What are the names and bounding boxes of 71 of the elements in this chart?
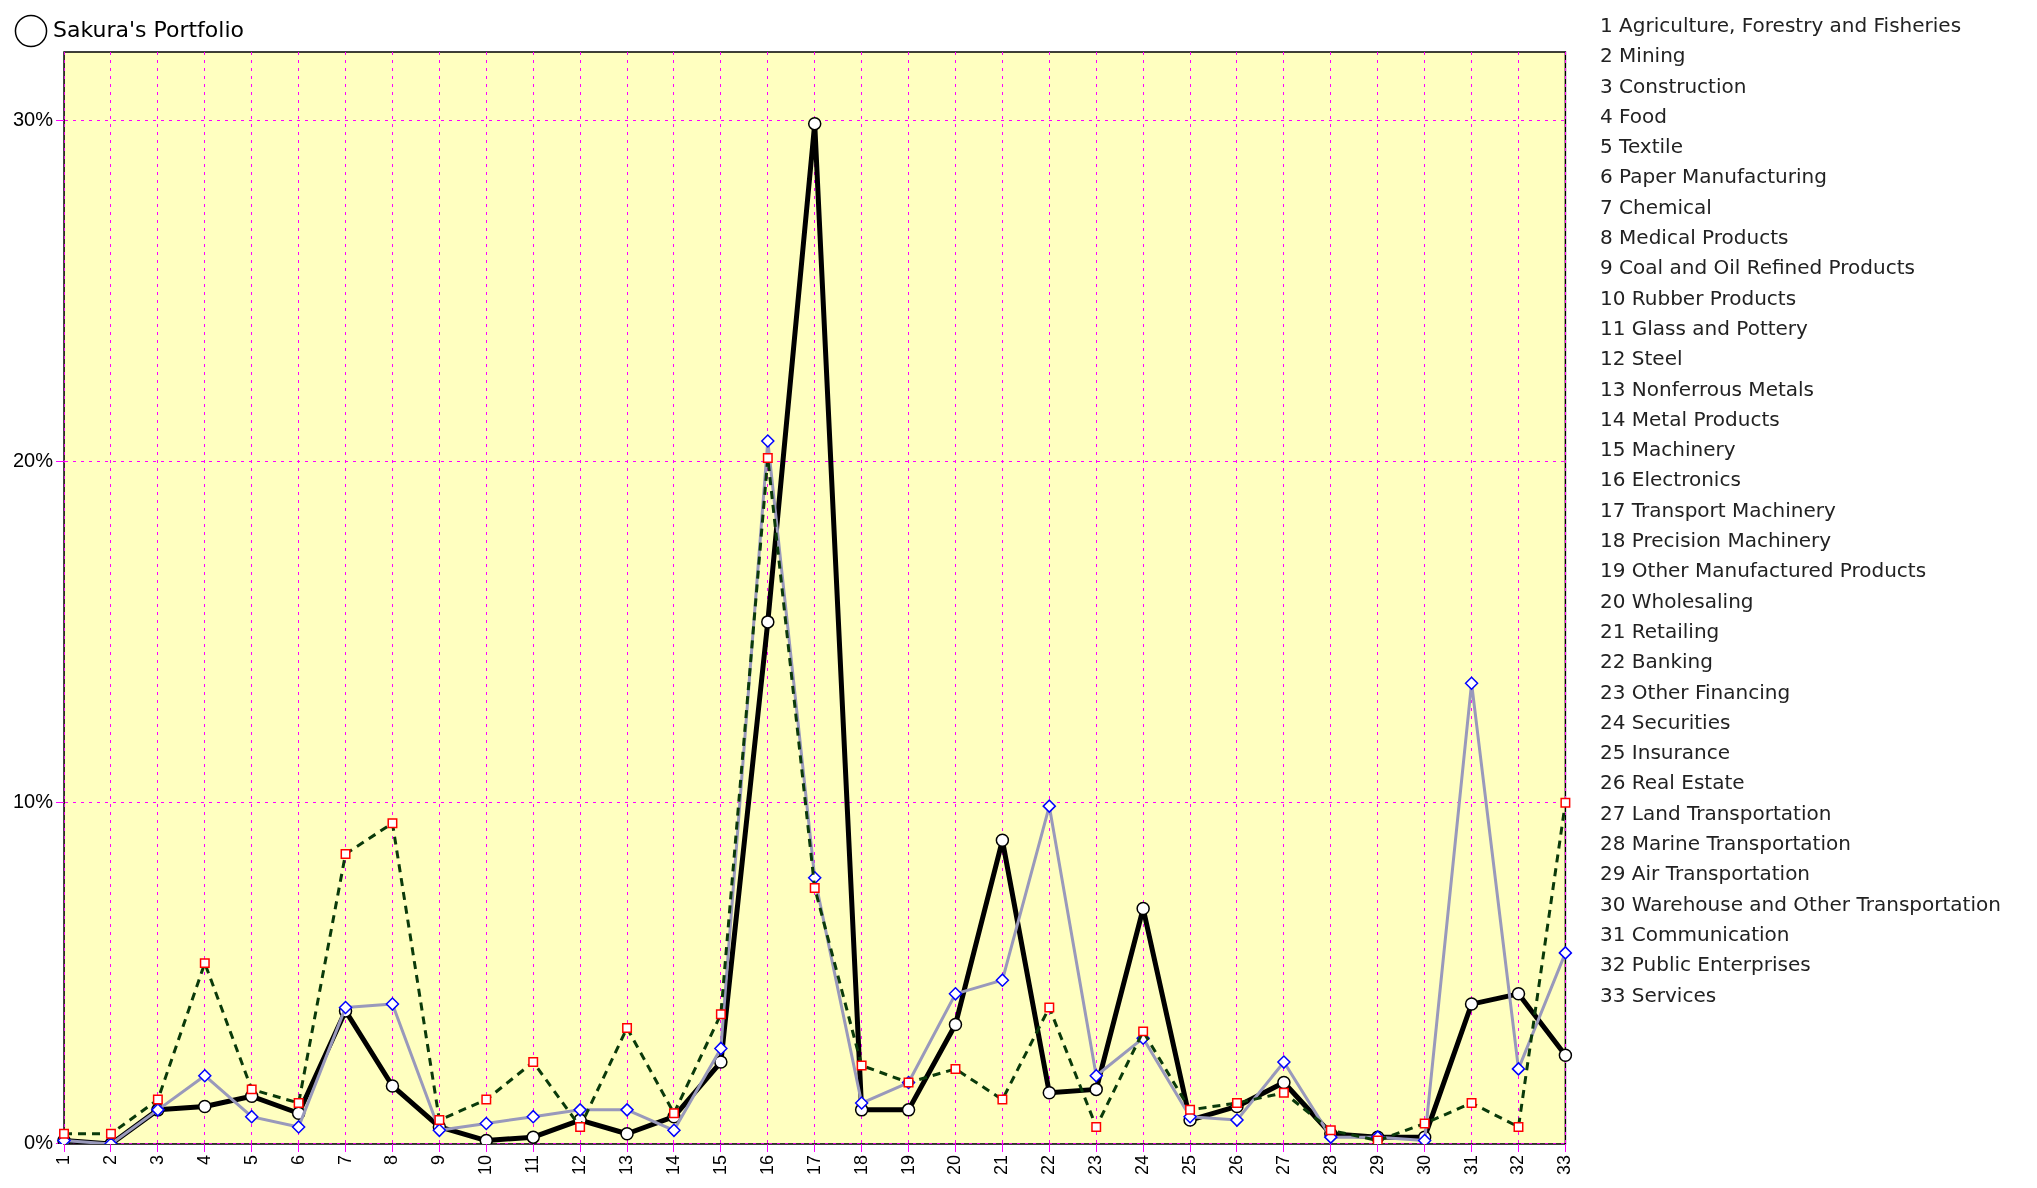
x-tick-label: 2 xyxy=(99,1154,120,1165)
text: 20 Wholesaling xyxy=(1600,587,1755,615)
x-tick-label: 32 xyxy=(1507,1154,1528,1176)
text: 28 Marine Transportation xyxy=(1600,830,1852,857)
text: 13 Nonferrous Metals xyxy=(1600,375,1815,403)
text: 30 Warehouse and Other Transportation xyxy=(1600,890,2001,918)
x-tick-label: 15 xyxy=(709,1154,730,1176)
legend-label: Sakura's Portfolio xyxy=(53,16,244,42)
x-tick-label: 33 xyxy=(1554,1154,1575,1176)
text: 16 Electronics xyxy=(1600,466,1742,494)
text: 5 Textile xyxy=(1600,133,1684,161)
text: 1 Agriculture, Forestry and Fisheries xyxy=(1600,12,1963,39)
x-tick-label: 17 xyxy=(803,1154,824,1176)
x-tick-label: 22 xyxy=(1038,1154,1059,1176)
text: 27 Land Transportation xyxy=(1600,799,1833,827)
text: 12 Steel xyxy=(1600,345,1684,373)
text: 18 Precision Machinery xyxy=(1600,527,1833,555)
x-tick-label: 12 xyxy=(569,1154,590,1176)
x-tick-label: 28 xyxy=(1319,1154,1340,1176)
text: 9 Coal and Oil Refined Products xyxy=(1600,254,1916,282)
text: 22 Banking xyxy=(1600,648,1714,676)
text: 14 Metal Products xyxy=(1600,405,1781,433)
x-tick-label: 30 xyxy=(1413,1154,1434,1176)
x-tick-label: 19 xyxy=(897,1154,918,1176)
x-tick-label: 18 xyxy=(850,1154,871,1176)
text: 7 Chemical xyxy=(1600,193,1713,221)
x-tick-label: 13 xyxy=(616,1154,637,1176)
text: 11 Glass and Pottery xyxy=(1600,314,1809,342)
y-tick-label: 30% xyxy=(13,107,54,130)
x-tick-label: 11 xyxy=(522,1154,543,1174)
x-tick-label: 9 xyxy=(428,1154,449,1165)
x-tick-label: 7 xyxy=(334,1154,355,1165)
text: 24 Securities xyxy=(1600,708,1732,736)
x-tick-label: 20 xyxy=(944,1154,965,1176)
x-tick-label: 5 xyxy=(240,1154,261,1165)
text: 23 Other Financing xyxy=(1600,678,1792,706)
x-tick-label: 23 xyxy=(1085,1154,1106,1176)
text: 17 Transport Machinery xyxy=(1600,496,1837,524)
y-tick-label: 20% xyxy=(13,449,54,472)
text: 2 Mining xyxy=(1600,42,1687,70)
x-tick-label: 8 xyxy=(381,1154,402,1165)
text: 19 Other Manufactured Products xyxy=(1600,557,1928,585)
text: 32 Public Enterprises xyxy=(1600,951,1812,979)
x-tick-label: 25 xyxy=(1179,1154,1200,1176)
x-tick-label: 27 xyxy=(1272,1154,1293,1176)
x-tick-label: 14 xyxy=(662,1154,683,1176)
text: 26 Real Estate xyxy=(1600,769,1746,797)
text: 33 Services xyxy=(1600,981,1718,1009)
x-tick-label: 29 xyxy=(1366,1154,1387,1176)
x-tick-label: 21 xyxy=(991,1154,1012,1176)
text: 15 Machinery xyxy=(1600,436,1737,464)
text: 4 Food xyxy=(1600,102,1669,130)
x-tick-label: 6 xyxy=(287,1154,308,1165)
text: 25 Insurance xyxy=(1600,739,1731,767)
x-tick-label: 1 xyxy=(53,1154,73,1165)
x-tick-label: 3 xyxy=(146,1154,167,1165)
text: 6 Paper Manufacturing xyxy=(1600,163,1828,191)
x-tick-label: 26 xyxy=(1225,1154,1246,1176)
text: 10 Rubber Products xyxy=(1600,284,1798,312)
text: 21 Retailing xyxy=(1600,617,1721,645)
x-tick-label: 31 xyxy=(1460,1154,1481,1176)
y-tick-label: 10% xyxy=(13,790,54,813)
x-tick-label: 24 xyxy=(1132,1154,1153,1176)
text: 31 Communication xyxy=(1600,920,1791,948)
x-tick-label: 16 xyxy=(756,1154,777,1176)
x-tick-label: 4 xyxy=(193,1154,214,1165)
text: 29 Air Transportation xyxy=(1600,860,1812,888)
x-tick-label: 10 xyxy=(475,1154,496,1176)
text: 3 Construction xyxy=(1600,72,1748,100)
y-tick-label: 0% xyxy=(24,1131,54,1154)
text: 8 Medical Products xyxy=(1600,224,1790,252)
